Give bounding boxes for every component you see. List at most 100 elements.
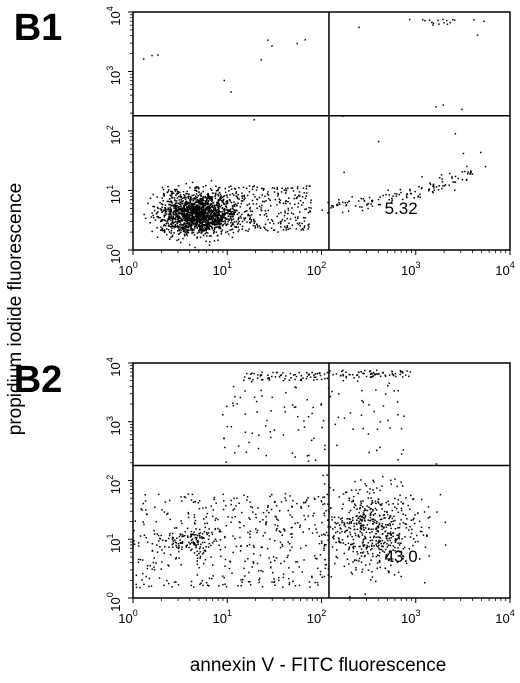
data-point xyxy=(303,514,305,517)
data-point xyxy=(164,204,167,206)
data-point xyxy=(189,214,192,216)
data-point xyxy=(188,206,190,208)
data-point xyxy=(233,210,235,212)
data-point xyxy=(198,212,200,214)
data-point xyxy=(372,479,374,482)
data-point xyxy=(196,196,199,199)
data-point xyxy=(386,546,389,548)
data-point xyxy=(243,198,245,201)
data-point xyxy=(195,193,198,195)
data-point xyxy=(171,546,174,548)
data-point xyxy=(223,207,226,210)
data-point xyxy=(428,555,430,557)
data-point xyxy=(332,205,334,207)
data-point xyxy=(263,214,266,216)
data-point xyxy=(179,224,181,226)
data-point xyxy=(167,512,169,515)
data-point xyxy=(305,187,308,190)
data-point xyxy=(208,206,210,208)
data-point xyxy=(294,522,296,525)
data-point xyxy=(224,191,227,194)
data-point xyxy=(271,396,273,399)
data-point xyxy=(150,216,153,218)
data-point xyxy=(196,563,199,566)
data-point xyxy=(230,521,232,523)
data-point xyxy=(207,194,210,197)
data-point xyxy=(233,209,235,211)
data-point xyxy=(185,233,188,235)
data-point xyxy=(392,195,394,197)
data-point xyxy=(276,527,278,530)
data-point xyxy=(392,374,395,377)
data-point xyxy=(167,222,169,224)
data-point xyxy=(359,545,361,548)
data-point xyxy=(211,196,214,198)
data-point xyxy=(222,583,224,586)
data-point xyxy=(200,225,202,227)
data-point xyxy=(166,200,168,203)
data-point xyxy=(177,202,179,205)
data-point xyxy=(195,219,197,221)
data-point xyxy=(275,505,278,507)
data-point xyxy=(206,206,209,209)
data-point xyxy=(296,502,298,505)
data-point xyxy=(217,214,220,216)
data-point xyxy=(192,231,195,234)
data-point xyxy=(352,550,354,553)
data-point xyxy=(421,176,423,178)
data-point xyxy=(208,235,211,237)
data-point xyxy=(228,213,231,216)
data-point xyxy=(190,535,193,537)
data-point xyxy=(374,500,377,503)
data-point xyxy=(180,218,183,221)
data-point xyxy=(217,518,219,521)
data-point xyxy=(376,562,379,564)
data-point xyxy=(215,502,217,504)
data-point xyxy=(280,222,282,225)
data-point xyxy=(339,527,341,529)
data-point xyxy=(215,224,218,226)
data-point xyxy=(205,222,208,224)
data-point xyxy=(352,373,354,376)
data-point xyxy=(173,197,176,199)
data-point xyxy=(243,525,245,527)
data-point xyxy=(248,543,251,546)
data-point xyxy=(222,224,224,227)
data-point xyxy=(246,210,248,212)
data-point xyxy=(314,498,316,501)
data-point xyxy=(190,541,193,544)
data-point xyxy=(362,551,365,553)
data-point xyxy=(180,231,182,234)
data-point xyxy=(203,229,205,232)
data-point xyxy=(304,39,306,41)
data-point xyxy=(217,189,219,191)
data-point xyxy=(175,200,178,202)
data-point xyxy=(188,541,190,544)
data-point xyxy=(218,585,220,587)
data-point xyxy=(248,441,250,444)
data-point xyxy=(186,190,188,193)
data-point xyxy=(201,200,203,202)
data-point xyxy=(362,506,364,508)
data-point xyxy=(237,218,239,221)
data-point xyxy=(375,369,378,372)
data-point xyxy=(443,22,445,24)
x-axis-title: annexin V - FITC fluorescence xyxy=(190,655,447,676)
data-point xyxy=(368,196,371,199)
data-point xyxy=(223,203,226,205)
tick-exponent: 1 xyxy=(105,534,115,539)
data-point xyxy=(380,548,383,551)
data-point xyxy=(249,217,252,219)
data-point xyxy=(217,219,219,222)
data-point xyxy=(365,485,367,487)
data-point xyxy=(378,547,380,550)
data-point xyxy=(389,539,391,542)
data-point xyxy=(194,208,196,210)
data-point xyxy=(323,547,325,549)
data-point xyxy=(374,513,376,515)
data-point xyxy=(373,410,375,413)
data-point xyxy=(163,552,165,554)
data-point xyxy=(326,377,329,379)
data-point xyxy=(273,429,276,431)
data-point xyxy=(224,536,226,539)
